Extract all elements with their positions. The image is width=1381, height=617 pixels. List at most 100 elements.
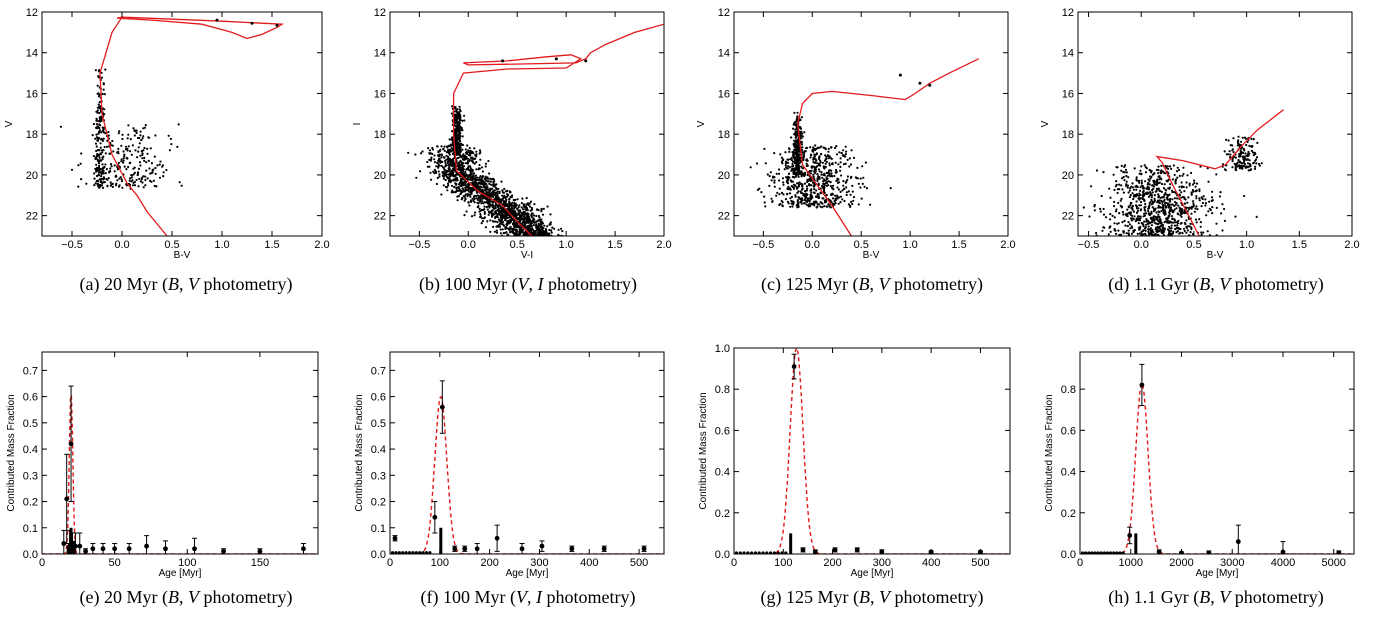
data-point — [1147, 181, 1150, 184]
data-point — [803, 131, 806, 134]
data-point — [1204, 204, 1207, 207]
data-point — [1135, 176, 1138, 179]
data-point — [94, 142, 98, 145]
data-point — [1155, 168, 1158, 171]
baseline-point — [424, 551, 429, 554]
data-point — [85, 182, 88, 185]
data-point — [768, 175, 771, 178]
data-point — [138, 136, 141, 140]
y-tick-label: 0.6 — [23, 392, 38, 404]
data-point — [488, 200, 491, 203]
data-point — [1135, 193, 1139, 196]
data-point — [859, 177, 862, 180]
data-point — [1135, 200, 1138, 203]
data-point — [516, 207, 519, 210]
data-point — [491, 205, 494, 208]
data-point — [845, 186, 848, 189]
isochrone-line — [796, 58, 979, 236]
data-point — [494, 210, 497, 213]
data-point — [794, 175, 797, 178]
data-point — [447, 184, 450, 187]
baseline-point — [761, 551, 765, 554]
data-point — [601, 546, 607, 552]
data-point — [797, 171, 801, 175]
data-point — [1220, 212, 1223, 215]
data-point — [803, 173, 807, 176]
data-point — [101, 167, 104, 170]
data-point — [97, 149, 100, 152]
data-point — [1174, 201, 1177, 204]
data-point — [527, 221, 530, 224]
data-point — [131, 184, 135, 187]
baseline-point — [757, 551, 761, 554]
data-point — [502, 202, 505, 205]
data-point — [96, 139, 99, 142]
data-point — [800, 116, 804, 119]
data-point — [1145, 223, 1148, 226]
data-point — [1140, 173, 1143, 176]
data-point — [1114, 210, 1118, 213]
data-point — [531, 227, 534, 230]
data-point — [1148, 214, 1151, 217]
data-point — [1160, 229, 1163, 232]
data-point — [1189, 222, 1192, 225]
isochrone-line — [99, 16, 285, 236]
data-point — [449, 148, 452, 151]
data-point — [1180, 210, 1183, 213]
data-point — [789, 158, 792, 161]
x-tick-label: 400 — [922, 557, 940, 569]
data-point — [485, 177, 488, 180]
data-point — [492, 181, 495, 184]
data-point — [475, 161, 478, 164]
data-point — [1119, 199, 1122, 202]
data-point — [803, 194, 806, 197]
data-point — [1192, 190, 1195, 193]
data-point — [436, 145, 439, 148]
data-point — [520, 202, 524, 205]
data-point — [839, 195, 843, 198]
data-point — [1182, 172, 1185, 176]
data-point — [513, 199, 516, 202]
data-point — [1115, 183, 1118, 186]
data-point — [96, 109, 99, 112]
y-tick-label: 0.0 — [23, 549, 38, 561]
data-point — [477, 205, 480, 209]
data-point — [789, 188, 792, 191]
data-point — [1109, 218, 1112, 221]
data-point — [158, 176, 162, 179]
data-point — [1160, 172, 1163, 175]
data-point — [126, 137, 129, 140]
data-point — [457, 164, 460, 167]
data-point — [126, 147, 129, 150]
data-point — [120, 160, 123, 163]
data-point — [780, 160, 784, 163]
data-point — [1186, 201, 1189, 204]
data-point — [764, 205, 767, 208]
data-point — [449, 170, 452, 173]
data-point — [845, 180, 848, 183]
data-point — [518, 204, 521, 207]
data-point — [780, 156, 784, 159]
data-point — [1249, 163, 1252, 166]
data-point — [493, 207, 496, 210]
data-point — [508, 198, 511, 201]
data-point — [842, 184, 845, 187]
data-point — [498, 198, 501, 202]
data-point — [455, 140, 458, 143]
data-point — [459, 175, 462, 178]
y-tick-label: 18 — [718, 129, 730, 141]
y-tick-label: 0.2 — [371, 497, 386, 509]
data-point — [797, 159, 800, 162]
x-tick-label: 2.0 — [314, 239, 329, 251]
data-point — [1241, 166, 1244, 169]
axes-frame — [1079, 351, 1355, 555]
data-point — [837, 202, 840, 205]
baseline-point — [1093, 551, 1097, 554]
data-point — [121, 186, 124, 189]
data-point — [1112, 173, 1115, 176]
data-point — [1144, 171, 1148, 174]
data-point — [92, 122, 96, 126]
data-point — [111, 185, 114, 188]
data-point — [1247, 169, 1250, 172]
data-point — [539, 225, 542, 228]
